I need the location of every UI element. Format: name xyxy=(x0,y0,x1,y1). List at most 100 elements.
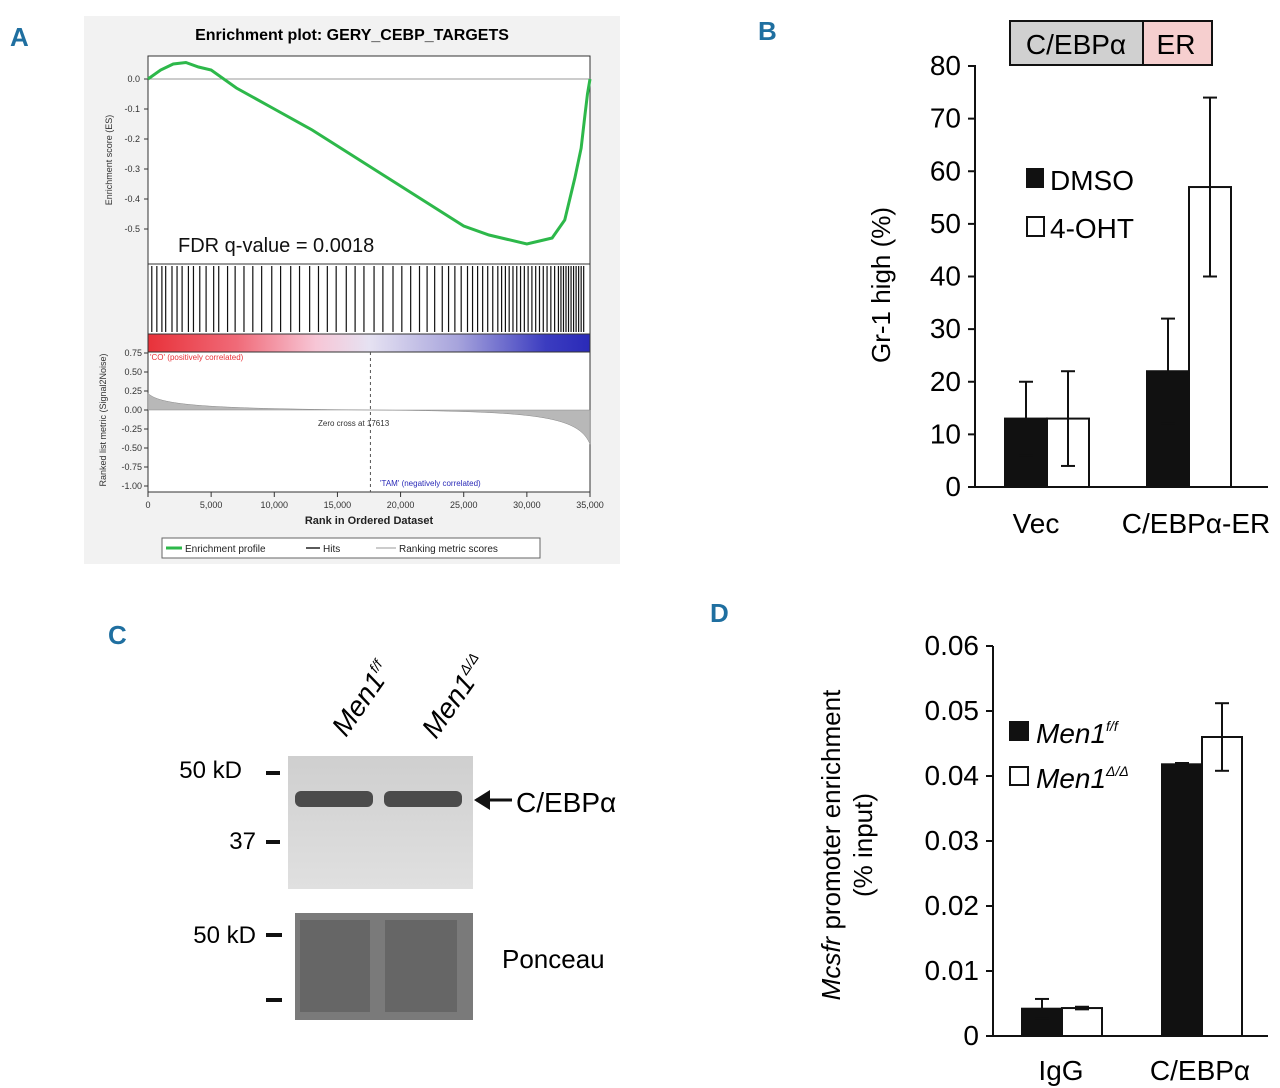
y-tick-label: 0.04 xyxy=(925,760,980,791)
y-tick-label: 40 xyxy=(930,261,961,292)
gsea-x-tick-label: 10,000 xyxy=(261,500,289,510)
metric-tick-label: 0.50 xyxy=(124,367,142,377)
gsea-x-tick-label: 25,000 xyxy=(450,500,478,510)
y-tick-label: 80 xyxy=(930,50,961,81)
gsea-xlabel: Rank in Ordered Dataset xyxy=(305,515,434,527)
panel-d-bar-chart: 0 0.01 0.02 0.03 0.04 0.05 0.06 Mcsfr promoter… xyxy=(816,630,1268,1086)
rank-gradient-strip xyxy=(147,333,591,353)
band-label: C/EBPα xyxy=(516,787,616,818)
d-y-ticks: 0 0.01 0.02 0.03 0.04 0.05 0.06 xyxy=(925,630,993,1051)
b-legend-dmso-swatch xyxy=(1026,168,1044,188)
construct-er-box xyxy=(1142,20,1213,66)
y-tick-label: 10 xyxy=(930,418,961,449)
legend-ranking-label: Ranking metric scores xyxy=(399,544,498,555)
gsea-x-tick-label: 35,000 xyxy=(576,500,604,510)
metric-plot-area xyxy=(147,351,591,493)
metric-y-ticks: 0.75 0.50 0.25 0.00 -0.25 -0.50 -0.75 -1.00 xyxy=(121,348,148,491)
metric-tick-label: -1.00 xyxy=(121,481,142,491)
svg-text:(% input): (% input) xyxy=(848,793,878,897)
lane-label-men1-ff: Men1f/f xyxy=(326,655,399,741)
y-tick-label: 70 xyxy=(930,103,961,134)
b-ylabel: Gr-1 high (%) xyxy=(866,207,896,363)
bar-filled xyxy=(1161,763,1203,1037)
metric-tick-label: -0.50 xyxy=(121,443,142,453)
d-legend-dd-label: Men1Δ/Δ xyxy=(1036,763,1129,794)
band-lane-2 xyxy=(384,791,462,807)
y-tick-label: 0.06 xyxy=(925,630,980,661)
fdr-annotation: FDR q-value = 0.0018 xyxy=(178,235,374,257)
es-tick-label: -0.2 xyxy=(124,134,140,144)
es-tick-label: -0.3 xyxy=(124,164,140,174)
panel-label-c: C xyxy=(108,620,127,650)
y-tick-label: 0 xyxy=(963,1020,979,1051)
panel-c-western-blot: Men1f/f Men1Δ/Δ 50 kD 37 C/EBPα 50 kD Po… xyxy=(179,650,616,1020)
b-legend-dmso-label: DMSO xyxy=(1050,165,1134,196)
svg-text:Men1f/f: Men1f/f xyxy=(326,655,399,741)
panel-b-bar-chart: C/EBPα ER 0 10 20 30 40 50 60 70 80 Gr-1 high (%… xyxy=(866,20,1270,539)
y-tick-label: 0.05 xyxy=(925,695,980,726)
y-tick-label: 0.02 xyxy=(925,890,980,921)
gsea-legend-box xyxy=(161,537,541,559)
ponceau-lane-2 xyxy=(385,920,457,1012)
lane-label-men1-dd: Men1Δ/Δ xyxy=(416,650,482,744)
es-tick-label: -0.5 xyxy=(124,224,140,234)
ponceau-lane-1 xyxy=(300,920,370,1012)
panel-a-gsea: Enrichment plot: GERY_CEBP_TARGETS 0.0 -0… xyxy=(84,16,620,564)
positive-correlated-label: 'CO' (positively correlated) xyxy=(150,353,244,362)
negative-correlated-label: 'TAM' (negatively correlated) xyxy=(380,479,481,488)
d-category-igg: IgG xyxy=(1038,1055,1083,1086)
legend-hits-label: Hits xyxy=(323,544,340,555)
d-legend-ff-label: Men1f/f xyxy=(1036,718,1120,749)
metric-tick-label: 0.00 xyxy=(124,405,142,415)
b-category-cebpa-er: C/EBPα-ER xyxy=(1122,508,1270,539)
gsea-x-ticks: 0 5,000 10,000 15,000 20,000 25,000 30,000 35,0… xyxy=(145,492,604,510)
hit-lines xyxy=(151,266,585,332)
panel-label-a: A xyxy=(10,22,29,52)
b-category-vec: Vec xyxy=(1013,508,1060,539)
es-tick-label: -0.4 xyxy=(124,194,140,204)
metric-tick-label: 0.25 xyxy=(124,386,142,396)
gsea-title: Enrichment plot: GERY_CEBP_TARGETS xyxy=(195,27,509,44)
y-tick-label: 30 xyxy=(930,313,961,344)
gsea-x-tick-label: 15,000 xyxy=(324,500,352,510)
y-tick-label: 50 xyxy=(930,208,961,239)
marker-37-label: 37 xyxy=(229,828,256,855)
western-blot-membrane xyxy=(288,756,473,889)
y-tick-label: 0.01 xyxy=(925,955,980,986)
marker-50kd-label: 50 kD xyxy=(179,757,242,784)
b-legend-4oht-swatch xyxy=(1026,216,1045,237)
b-bars xyxy=(1004,96,1232,489)
metric-ylabel: Ranked list metric (Signal2Noise) xyxy=(98,353,108,486)
panel-label-d: D xyxy=(710,598,729,628)
d-legend-dd-swatch xyxy=(1009,766,1029,786)
bar-open xyxy=(1061,1007,1103,1037)
loading-control-label: Ponceau xyxy=(502,944,605,974)
b-legend-4oht-label: 4-OHT xyxy=(1050,213,1134,244)
ponceau-marker-label: 50 kD xyxy=(193,922,256,949)
es-plot-area xyxy=(147,55,591,265)
metric-tick-label: 0.75 xyxy=(124,348,142,358)
svg-text:Mcsfr promoter enrichment: Mcsfr promoter enrichment xyxy=(816,689,846,1000)
hits-strip xyxy=(147,263,591,335)
bar-open xyxy=(1201,736,1243,1037)
y-tick-label: 0 xyxy=(945,471,961,502)
zero-cross-label: Zero cross at 17613 xyxy=(318,419,390,428)
b-y-ticks: 0 10 20 30 40 50 60 70 80 xyxy=(930,50,975,502)
es-ylabel: Enrichment score (ES) xyxy=(104,115,114,206)
metric-tick-label: -0.25 xyxy=(121,424,142,434)
band-arrow-icon xyxy=(474,790,490,810)
d-category-cebpa: C/EBPα xyxy=(1150,1055,1250,1086)
es-tick-label: 0.0 xyxy=(127,74,140,84)
ranking-metric-area xyxy=(147,392,591,445)
construct-cebpa-box xyxy=(1009,20,1144,66)
legend-enrichment-label: Enrichment profile xyxy=(185,544,266,555)
metric-tick-label: -0.75 xyxy=(121,462,142,472)
es-y-ticks: 0.0 -0.1 -0.2 -0.3 -0.4 -0.5 xyxy=(124,74,148,234)
construct-er-label: ER xyxy=(1157,29,1196,60)
d-legend-ff-swatch xyxy=(1009,721,1029,741)
y-tick-label: 60 xyxy=(930,155,961,186)
gsea-x-tick-label: 5,000 xyxy=(200,500,223,510)
panel-label-b: B xyxy=(758,16,777,46)
gsea-x-tick-label: 30,000 xyxy=(513,500,541,510)
